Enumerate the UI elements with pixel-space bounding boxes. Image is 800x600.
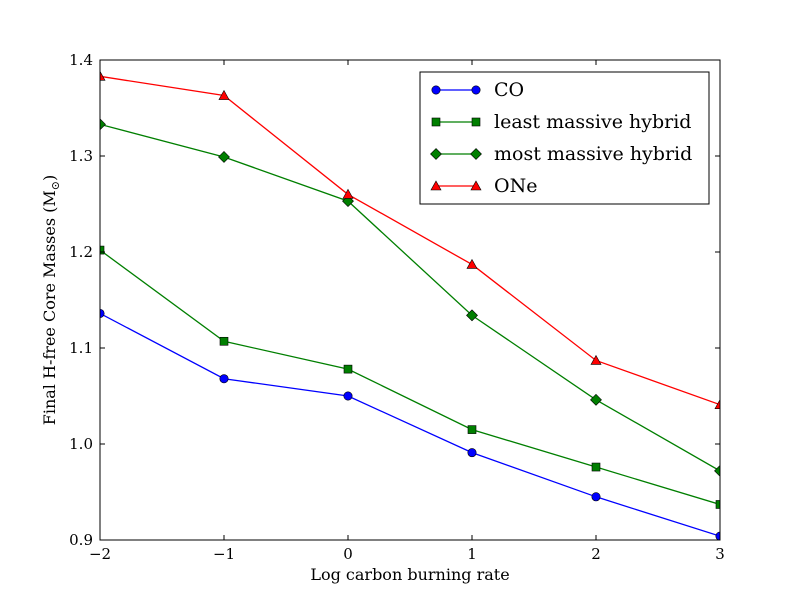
- series-one: [100, 70, 720, 409]
- data-point-one: [100, 70, 106, 81]
- legend-marker: [471, 85, 481, 95]
- series-least-massive-hybrid: [100, 245, 720, 509]
- data-point-one: [714, 399, 720, 409]
- legend-entry-one: ONe: [430, 175, 537, 197]
- data-point-most-massive-hybrid: [218, 151, 230, 163]
- y-axis-label-close: ): [40, 175, 59, 181]
- y-axis-label-sub: ⊙: [49, 181, 62, 190]
- y-tick-label: 0.9: [69, 531, 93, 549]
- x-tick-label: 2: [591, 545, 601, 563]
- x-tick-label: −1: [213, 545, 235, 563]
- data-point-least-massive-hybrid: [343, 364, 353, 374]
- x-tick-label: −2: [89, 545, 111, 563]
- data-point-least-massive-hybrid: [219, 336, 229, 346]
- data-point-least-massive-hybrid: [100, 245, 105, 255]
- legend-marker: [470, 148, 482, 160]
- legend-marker: [430, 148, 442, 160]
- ticks-layer: −2 −1 0 1 2 3 0.9 1.0 1.1 1.2 1.3 1.4: [69, 51, 725, 563]
- data-point-most-massive-hybrid: [714, 464, 720, 477]
- y-tick-label: 1.3: [69, 147, 93, 165]
- y-tick-label: 1.4: [69, 51, 93, 69]
- data-point-least-massive-hybrid: [467, 425, 477, 434]
- series-line-co: [100, 312, 720, 537]
- legend-label: least massive hybrid: [494, 111, 691, 133]
- data-point-one: [342, 188, 354, 199]
- series-co: [100, 308, 720, 540]
- series-most-massive-hybrid: [100, 118, 720, 477]
- data-point-most-massive-hybrid: [590, 393, 602, 406]
- y-axis-label: Final H-free Core Masses (M⊙): [40, 175, 62, 426]
- series-line-least-massive-hybrid: [100, 249, 720, 506]
- legend-marker: [470, 180, 482, 191]
- y-tick-label: 1.2: [69, 243, 93, 261]
- data-point-most-massive-hybrid: [466, 309, 478, 322]
- plot-frame: [99, 59, 721, 541]
- data-point-co: [467, 448, 477, 458]
- legend-entry-most-massive-hybrid: most massive hybrid: [430, 143, 692, 165]
- series-line-one: [100, 75, 720, 406]
- data-point-one: [218, 89, 230, 100]
- x-tick-label: 0: [343, 545, 353, 563]
- x-tick-label: 3: [715, 545, 725, 563]
- x-tick-label: 1: [467, 545, 477, 563]
- legend-entry-least-massive-hybrid: least massive hybrid: [431, 111, 691, 133]
- series-layer: [100, 70, 720, 540]
- y-tick-label: 1.0: [69, 435, 93, 453]
- data-point-least-massive-hybrid: [591, 462, 601, 472]
- legend-box: [419, 71, 710, 205]
- legend-marker: [431, 85, 441, 95]
- legend-entry-co: CO: [431, 79, 524, 101]
- legend: CO least massive hybrid most massive hybri…: [419, 71, 710, 205]
- data-point-least-massive-hybrid: [715, 500, 720, 509]
- legend-label: CO: [494, 79, 524, 101]
- data-point-most-massive-hybrid: [100, 118, 106, 131]
- legend-marker: [471, 117, 481, 127]
- data-point-one: [466, 258, 478, 269]
- series-line-most-massive-hybrid: [100, 123, 720, 472]
- legend-label: most massive hybrid: [494, 143, 692, 165]
- data-point-co: [591, 492, 601, 502]
- y-tick-label: 1.1: [69, 339, 93, 357]
- x-axis-label: Log carbon burning rate: [310, 565, 509, 584]
- data-point-one: [590, 354, 602, 365]
- data-point-co: [219, 374, 229, 384]
- legend-marker: [430, 180, 442, 191]
- data-point-co: [343, 391, 353, 401]
- y-axis-label-main: Final H-free Core Masses (M: [40, 190, 59, 425]
- legend-marker: [431, 117, 441, 127]
- legend-label: ONe: [494, 175, 537, 197]
